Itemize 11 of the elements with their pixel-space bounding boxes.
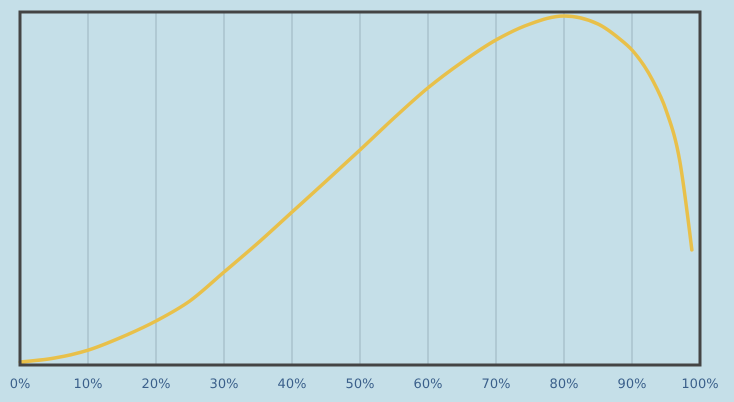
x-tick-label: 50%	[346, 377, 374, 392]
x-tick-label: 90%	[618, 377, 646, 392]
x-tick-label: 10%	[74, 377, 102, 392]
x-tick-label: 20%	[142, 377, 170, 392]
x-tick-label: 60%	[414, 377, 442, 392]
x-tick-label: 70%	[482, 377, 510, 392]
x-tick-label: 0%	[10, 377, 30, 392]
x-tick-label: 40%	[278, 377, 306, 392]
x-tick-label: 30%	[210, 377, 238, 392]
x-tick-label: 100%	[681, 377, 719, 392]
x-tick-label: 80%	[550, 377, 578, 392]
